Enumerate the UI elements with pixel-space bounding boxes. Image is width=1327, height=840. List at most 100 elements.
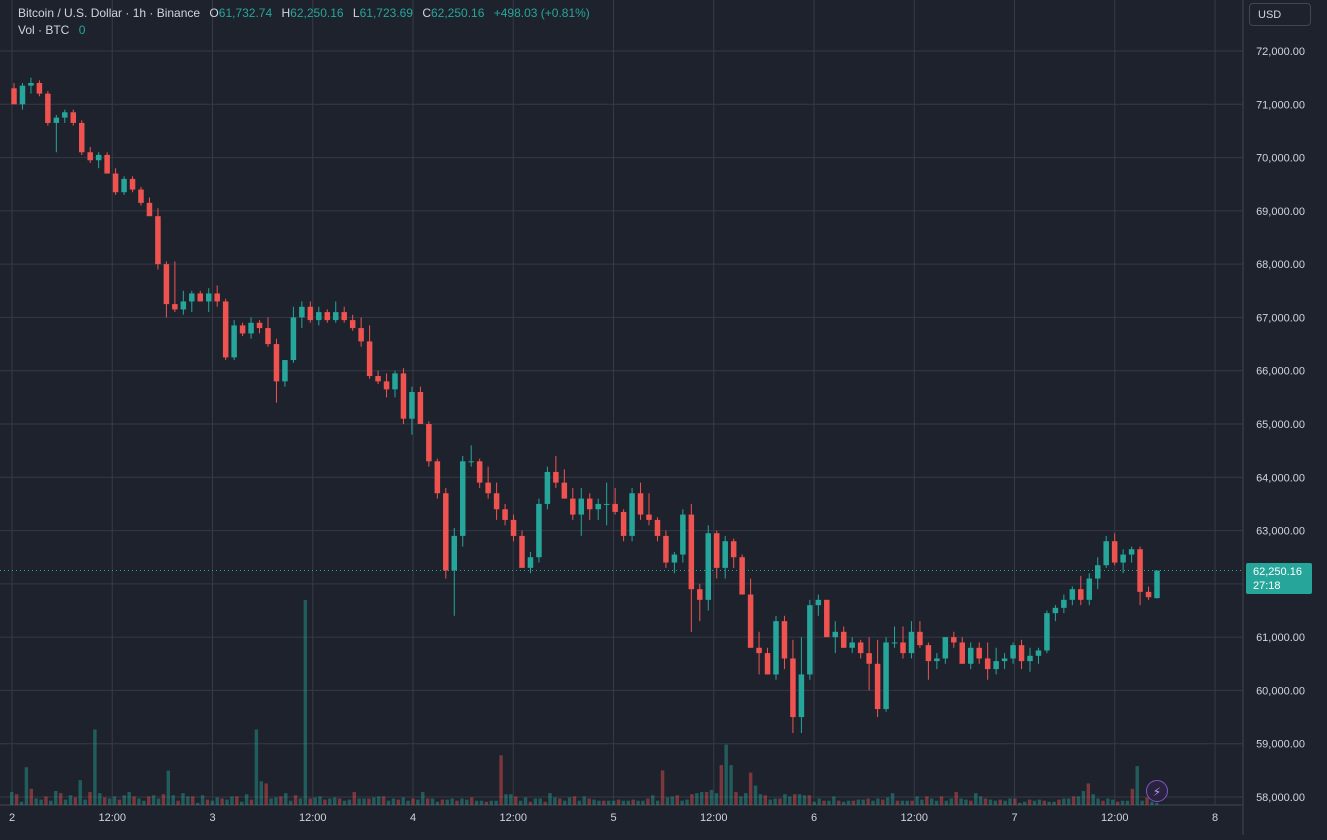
volume-bar [1042,800,1046,805]
volume-bar [357,798,361,805]
volume-bar [636,800,640,805]
volume-bar [768,799,772,805]
volume-bar [651,795,655,805]
y-tick-label: 63,000.00 [1256,526,1305,538]
volume-bar [621,800,626,805]
candle-body [239,325,246,334]
candle-body [705,533,712,600]
candle-body [976,647,982,659]
candle-body [70,112,77,123]
candle-body [934,658,940,662]
volume-bar [68,795,73,805]
volume-bar [244,794,249,805]
candle-body [324,312,331,321]
volume-bar [885,797,890,805]
candle-body [392,373,398,390]
volume-bar [127,792,131,805]
x-tick-label: 12:00 [499,812,527,824]
volume-bar [1076,796,1081,805]
volume-bar [19,801,24,805]
candle-body [214,293,220,302]
candle-body [1001,658,1008,662]
legend-symbol[interactable]: Bitcoin / U.S. Dollar · 1h · Binance [18,6,201,20]
volume-bar [298,798,303,805]
legend-close-label: C [422,6,431,20]
candle-body [866,653,872,664]
volume-bar [802,795,807,805]
volume-bar [817,798,821,805]
x-tick-label: 12:00 [98,812,126,824]
candle-body [688,514,695,590]
candle-body [104,154,110,174]
volume-bar [827,800,831,805]
candle-body [637,493,644,515]
volume-bar [489,800,493,805]
volume-bar [284,793,288,805]
x-tick-label: 12:00 [299,812,327,824]
y-tick-label: 69,000.00 [1256,206,1305,218]
candle-body [1027,655,1033,662]
volume-bar [328,798,332,805]
volume-bar [460,798,464,805]
volume-bar [406,800,410,805]
volume-bar [377,796,381,805]
volume-bar [582,796,586,805]
volume-bar [274,797,278,805]
candle-body [358,328,364,342]
volume-bar [558,798,562,805]
volume-bar [313,797,317,805]
volume-bar [969,800,973,805]
candle-body [510,519,517,536]
volume-bar [567,797,572,805]
volume-bar [504,794,508,805]
volume-bar [1115,801,1120,805]
flash-icon[interactable]: ⚡ [1146,780,1168,802]
volume-bar [49,800,53,805]
volume-bar [616,799,621,805]
currency-button[interactable]: USD [1249,3,1311,26]
volume-bar [783,794,787,805]
legend-change: +498.03 (+0.81%) [493,6,590,20]
x-tick-label: 3 [209,812,215,824]
volume-bar [655,800,660,805]
candle-body [231,325,237,358]
volume-bar [470,797,474,805]
legend-volume-label[interactable]: Vol · BTC [18,23,70,37]
candle-body [443,493,449,571]
volume-bar [14,794,19,805]
legend-low-label: L [352,6,360,20]
volume-bar [861,799,865,805]
candle-body [1103,541,1109,566]
candle-body [561,482,568,499]
volume-bar [695,793,699,805]
candle-body [519,535,525,568]
volume-bar [1135,766,1139,805]
candle-body [891,642,898,644]
volume-bar [988,799,993,805]
candle-body [747,594,754,648]
volume-bar [1008,798,1012,805]
volume-bar [905,800,909,805]
candle-body [773,621,779,675]
candle-body [832,631,839,638]
volume-bar [832,796,836,805]
candle-body [1035,650,1042,656]
volume-bar [1052,801,1056,805]
candle-body [434,461,441,494]
volume-bar [602,800,606,805]
candle-body [299,306,305,318]
volume-bar [435,801,440,805]
candle-body [1061,599,1067,608]
legend-close: 62,250.16 [431,6,485,20]
volume-bar [915,796,919,805]
volume-bar [381,796,386,805]
volume-bar [411,798,415,805]
volume-bar [1022,801,1027,805]
volume-bar [553,797,557,805]
volume-bar [1027,799,1032,805]
candle-body [840,631,847,648]
volume-bar [1150,801,1154,805]
volume-bar [1155,802,1159,805]
